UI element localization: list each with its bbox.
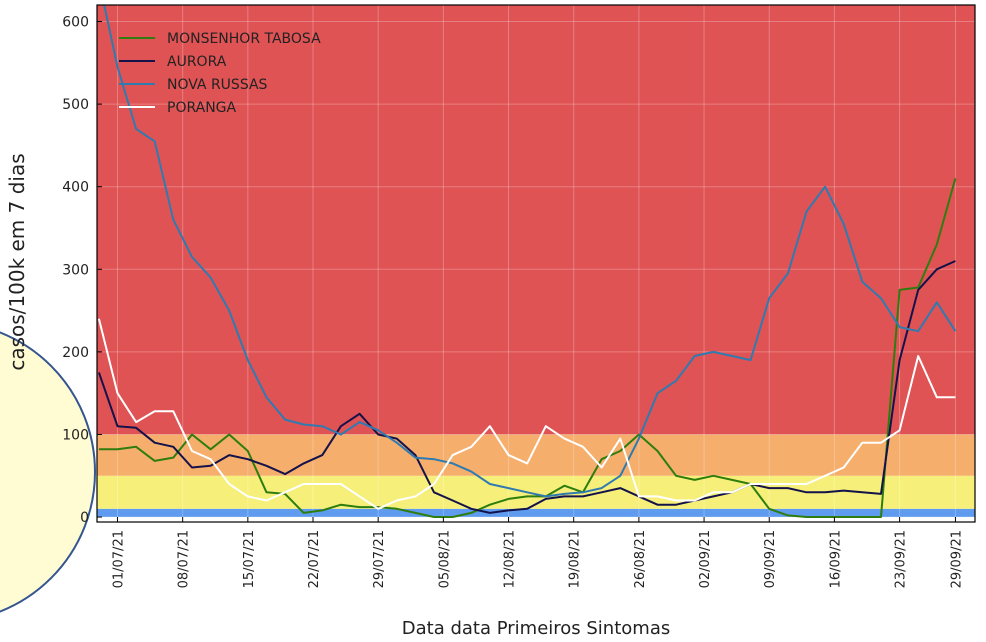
plot-area: [96, 4, 976, 523]
y-tick-label: 200: [62, 345, 89, 361]
y-tick-label: 400: [62, 180, 89, 196]
x-tick-label: 19/08/21: [568, 530, 583, 588]
x-tick-label: 09/09/21: [763, 530, 778, 588]
legend-label: NOVA RUSSAS: [167, 77, 268, 93]
x-tick-label: 05/08/21: [437, 530, 452, 588]
plot-frame: [96, 4, 976, 523]
x-tick-label: 01/07/21: [111, 530, 126, 588]
y-tick-label: 500: [62, 97, 89, 113]
clip-group: [97, 5, 975, 522]
series-line: [97, 260, 956, 514]
legend-label: MONSENHOR TABOSA: [167, 31, 321, 47]
series-line: [103, 5, 957, 498]
y-tick-label: 600: [62, 15, 89, 31]
band: [97, 508, 975, 518]
x-axis-label: Data data Primeiros Sintomas: [402, 618, 670, 639]
y-tick-label: 300: [62, 262, 89, 278]
x-tick-label: 23/09/21: [894, 530, 909, 588]
x-tick-label: 29/09/21: [949, 530, 964, 588]
overlay-circle: [0, 331, 96, 613]
series-line: [97, 318, 956, 510]
x-tick-label: 08/07/21: [177, 530, 192, 588]
x-tick-label: 26/08/21: [633, 530, 648, 588]
x-tick-label: 02/09/21: [698, 530, 713, 588]
band: [97, 5, 975, 435]
x-tick-label: 29/07/21: [372, 530, 387, 588]
y-tick-label: 0: [80, 510, 89, 526]
x-tick-label: 12/08/21: [503, 530, 518, 588]
series-line: [98, 178, 957, 518]
x-tick-label: 22/07/21: [307, 530, 322, 588]
x-tick-label: 16/09/21: [828, 530, 843, 588]
y-tick-label: 100: [62, 427, 89, 443]
band: [97, 434, 975, 476]
legend-label: AURORA: [167, 54, 227, 70]
x-tick-label: 15/07/21: [242, 530, 257, 588]
y-axis-label: casos/100k em 7 dias: [5, 153, 29, 370]
legend-label: PORANGA: [167, 100, 237, 116]
